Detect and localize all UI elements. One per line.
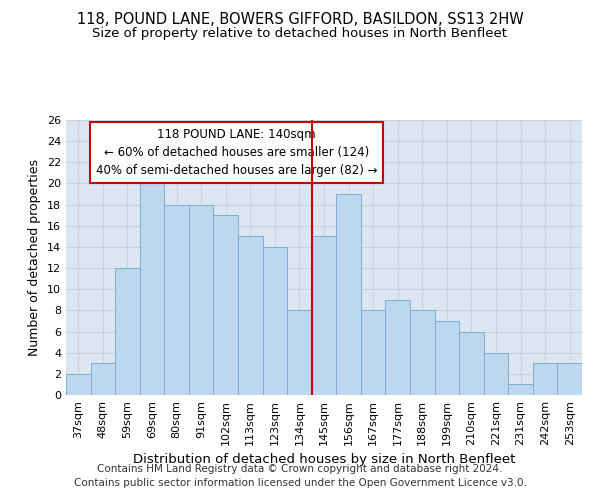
Bar bbox=[557, 364, 582, 395]
X-axis label: Distribution of detached houses by size in North Benfleet: Distribution of detached houses by size … bbox=[133, 454, 515, 466]
Bar bbox=[115, 268, 140, 395]
Bar bbox=[410, 310, 434, 395]
Bar bbox=[459, 332, 484, 395]
Bar bbox=[336, 194, 361, 395]
Bar bbox=[287, 310, 312, 395]
Bar bbox=[66, 374, 91, 395]
Bar bbox=[533, 364, 557, 395]
Bar bbox=[91, 364, 115, 395]
Text: 118 POUND LANE: 140sqm
← 60% of detached houses are smaller (124)
40% of semi-de: 118 POUND LANE: 140sqm ← 60% of detached… bbox=[95, 128, 377, 178]
Text: 118, POUND LANE, BOWERS GIFFORD, BASILDON, SS13 2HW: 118, POUND LANE, BOWERS GIFFORD, BASILDO… bbox=[77, 12, 523, 28]
Text: Contains HM Land Registry data © Crown copyright and database right 2024.
Contai: Contains HM Land Registry data © Crown c… bbox=[74, 464, 526, 487]
Bar bbox=[385, 300, 410, 395]
Bar bbox=[312, 236, 336, 395]
Bar bbox=[361, 310, 385, 395]
Text: Size of property relative to detached houses in North Benfleet: Size of property relative to detached ho… bbox=[92, 28, 508, 40]
Bar bbox=[263, 247, 287, 395]
Bar bbox=[140, 173, 164, 395]
Bar bbox=[189, 204, 214, 395]
Bar bbox=[164, 204, 189, 395]
Bar bbox=[214, 215, 238, 395]
Y-axis label: Number of detached properties: Number of detached properties bbox=[28, 159, 41, 356]
Bar bbox=[434, 321, 459, 395]
Bar bbox=[508, 384, 533, 395]
Bar bbox=[238, 236, 263, 395]
Bar bbox=[484, 352, 508, 395]
